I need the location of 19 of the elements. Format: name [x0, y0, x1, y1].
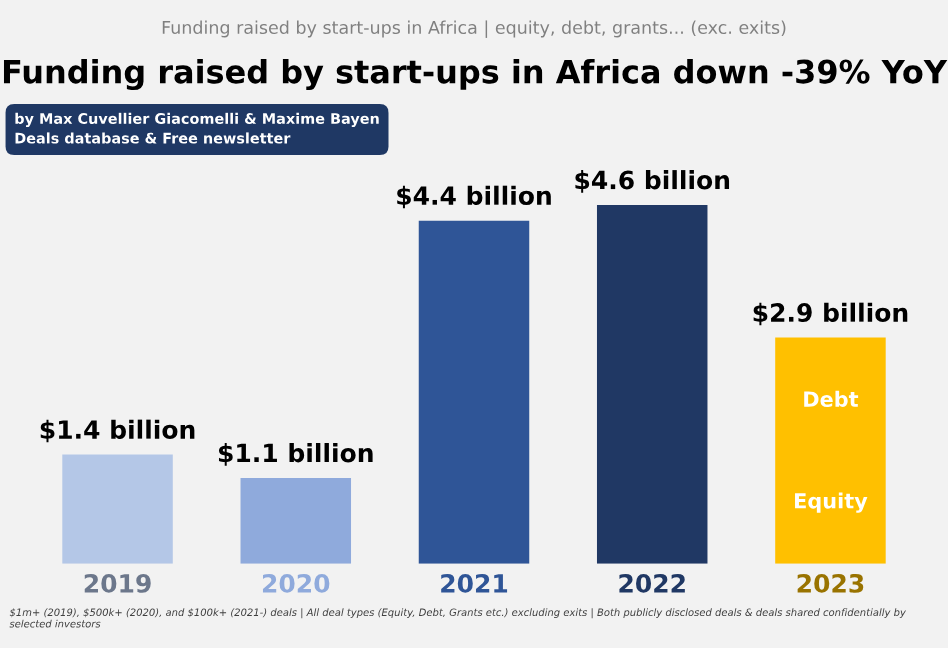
bar	[240, 477, 352, 564]
x-tick-label: 2023	[797, 573, 864, 593]
data-label: $1.4 billion	[40, 419, 195, 443]
chart-title: Funding raised by start-ups in Africa down -39% YoY	[3, 58, 948, 91]
bar	[775, 337, 886, 564]
bar	[596, 205, 708, 564]
x-tick-label: 2021	[441, 573, 508, 593]
x-tick-label: 2019	[84, 573, 151, 593]
data-label: $2.9 billion	[753, 302, 908, 326]
data-label: $4.4 billion	[397, 185, 551, 209]
data-label: $4.6 billion	[575, 170, 730, 193]
x-tick-label: 2020	[262, 573, 330, 593]
annotation: Equity	[795, 492, 868, 513]
chart-subtitle: Funding raised by start-ups in Africa | equity, debt, grants... (exc. exits)	[162, 20, 786, 38]
bar	[62, 454, 173, 564]
annotation: Debt	[804, 390, 859, 407]
data-label: $1.1 billion	[218, 443, 373, 466]
x-tick-label: 2022	[619, 573, 685, 593]
bar	[418, 220, 530, 564]
